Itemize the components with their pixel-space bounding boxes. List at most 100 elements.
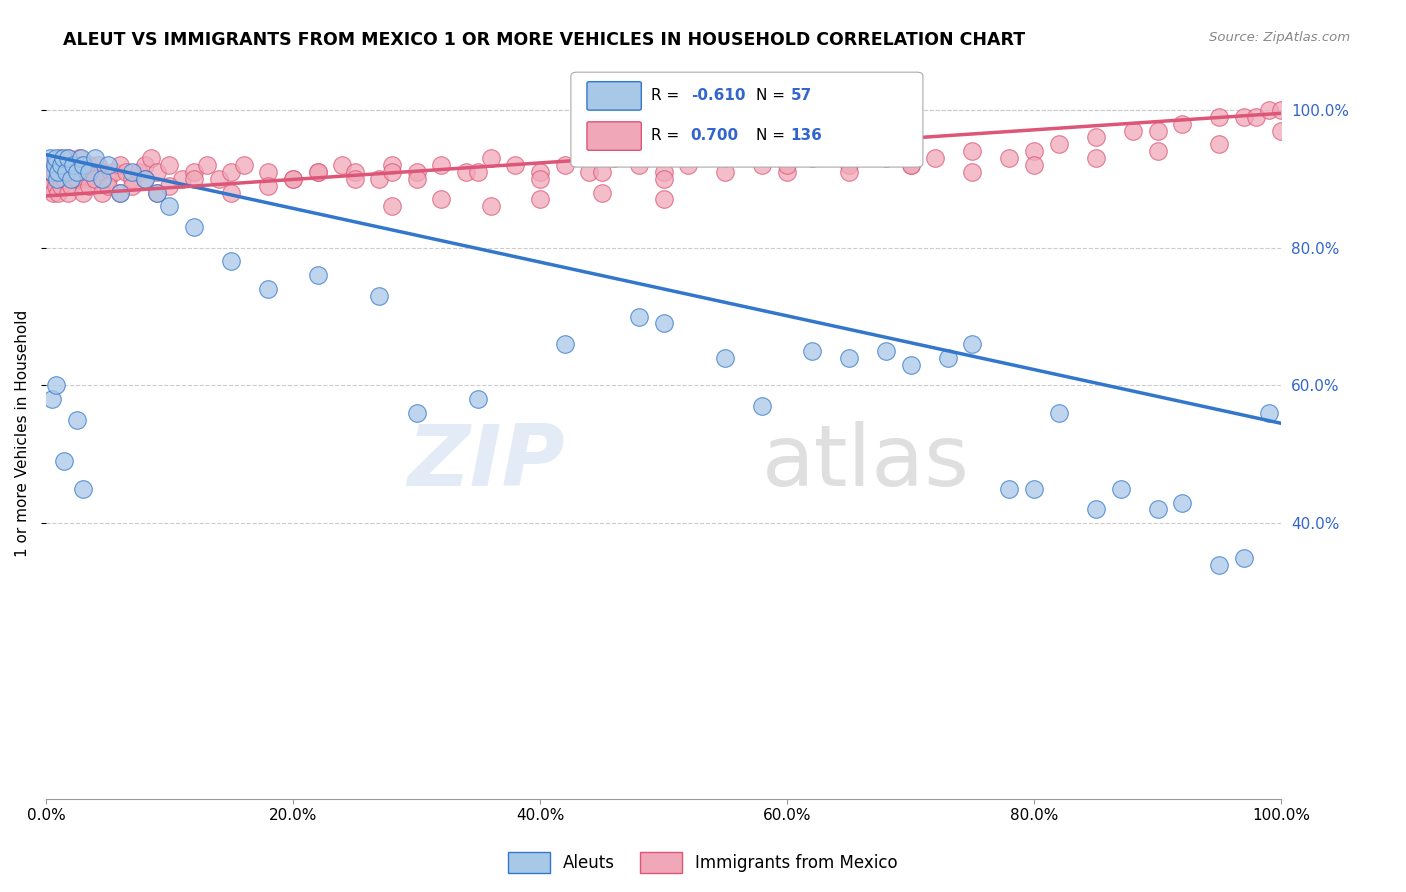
Point	[72, 482, 94, 496]
Point	[159, 199, 181, 213]
Point	[219, 165, 242, 179]
Text: 0.700: 0.700	[690, 128, 738, 144]
Point	[381, 165, 404, 179]
Point	[529, 193, 551, 207]
Point	[591, 186, 613, 200]
Point	[1022, 158, 1045, 172]
Point	[134, 158, 156, 172]
Point	[128, 165, 150, 179]
Point	[1233, 550, 1256, 565]
Point	[45, 378, 67, 392]
Point	[46, 165, 69, 179]
Point	[84, 171, 107, 186]
Point	[52, 151, 75, 165]
Point	[41, 178, 63, 193]
Point	[591, 165, 613, 179]
Point	[454, 165, 477, 179]
Text: N =: N =	[756, 88, 790, 103]
Point	[84, 151, 107, 165]
FancyBboxPatch shape	[586, 82, 641, 110]
Point	[900, 158, 922, 172]
Point	[48, 151, 70, 165]
Point	[1146, 502, 1168, 516]
Point	[1270, 123, 1292, 137]
Point	[875, 343, 897, 358]
Point	[77, 165, 100, 179]
Point	[90, 165, 112, 179]
Text: atlas: atlas	[762, 421, 970, 504]
Point	[381, 158, 404, 172]
Point	[60, 158, 83, 172]
Point	[307, 165, 329, 179]
Point	[1270, 103, 1292, 117]
Point	[55, 158, 77, 172]
Point	[1233, 110, 1256, 124]
Point	[58, 171, 80, 186]
Point	[627, 310, 650, 324]
Point	[58, 186, 80, 200]
Point	[578, 165, 600, 179]
Point	[82, 165, 104, 179]
Point	[84, 171, 107, 186]
Point	[838, 158, 860, 172]
Point	[134, 171, 156, 186]
Point	[430, 158, 453, 172]
Point	[69, 151, 91, 165]
Point	[1084, 502, 1107, 516]
Point	[38, 151, 60, 165]
Point	[46, 171, 69, 186]
Point	[53, 171, 76, 186]
Point	[652, 317, 675, 331]
Point	[159, 158, 181, 172]
Point	[53, 454, 76, 468]
Point	[838, 165, 860, 179]
Legend: Aleuts, Immigrants from Mexico: Aleuts, Immigrants from Mexico	[502, 846, 904, 880]
Point	[281, 171, 304, 186]
Point	[49, 158, 72, 172]
Point	[87, 158, 110, 172]
Point	[232, 158, 254, 172]
Point	[208, 171, 231, 186]
Point	[58, 151, 80, 165]
Point	[219, 254, 242, 268]
Point	[776, 165, 799, 179]
Point	[77, 158, 100, 172]
Point	[121, 171, 143, 186]
Point	[900, 358, 922, 372]
Point	[134, 171, 156, 186]
Point	[183, 219, 205, 234]
Point	[66, 413, 89, 427]
Point	[751, 399, 773, 413]
Point	[1246, 110, 1268, 124]
Text: Source: ZipAtlas.com: Source: ZipAtlas.com	[1209, 31, 1350, 45]
Point	[45, 171, 67, 186]
Point	[39, 165, 62, 179]
Point	[505, 158, 527, 172]
Point	[46, 165, 69, 179]
Point	[41, 165, 63, 179]
Point	[108, 186, 131, 200]
Point	[58, 151, 80, 165]
Point	[97, 171, 120, 186]
Point	[59, 171, 82, 186]
Point	[603, 151, 626, 165]
Point	[90, 186, 112, 200]
Point	[62, 171, 84, 186]
Point	[368, 171, 391, 186]
Point	[97, 158, 120, 172]
Point	[49, 171, 72, 186]
Point	[479, 151, 502, 165]
Point	[115, 165, 138, 179]
Point	[1022, 144, 1045, 158]
Point	[257, 165, 280, 179]
Point	[962, 165, 984, 179]
Point	[554, 337, 576, 351]
Point	[103, 165, 125, 179]
Point	[1047, 137, 1070, 152]
Point	[42, 158, 65, 172]
Point	[479, 199, 502, 213]
Point	[800, 343, 823, 358]
Point	[45, 151, 67, 165]
Y-axis label: 1 or more Vehicles in Household: 1 or more Vehicles in Household	[15, 310, 30, 558]
Point	[1146, 123, 1168, 137]
